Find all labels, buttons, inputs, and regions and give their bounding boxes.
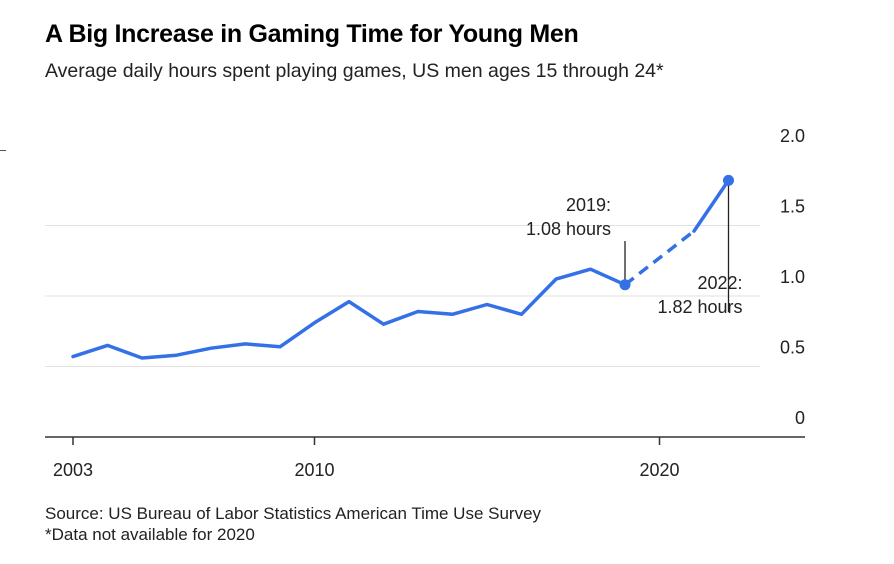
data-series: [71, 178, 731, 360]
data-point-marker: [723, 174, 734, 186]
edge-tick-mark: [0, 150, 6, 151]
series-line-dashed: [623, 229, 696, 287]
annotation-label-year: 2019:: [566, 195, 611, 215]
chart-subtitle: Average daily hours spent playing games,…: [45, 60, 664, 82]
chart-title: A Big Increase in Gaming Time for Young …: [45, 20, 579, 48]
annotation-label-value: 1.82 hours: [657, 297, 742, 317]
data-footnote: *Data not available for 2020: [45, 525, 255, 544]
grid-lines: [45, 225, 760, 367]
source-note: Source: US Bureau of Labor Statistics Am…: [45, 504, 542, 523]
y-tick-label: 1.5: [780, 197, 805, 217]
annotation-label-year: 2022:: [697, 273, 742, 293]
annotations: 2019: 1.08 hours 2022: 1.82 hours: [526, 174, 743, 317]
x-tick-label: 2010: [294, 460, 334, 480]
series-line: [692, 178, 731, 233]
series-line: [71, 267, 627, 360]
y-tick-label: 0: [795, 408, 805, 428]
x-axis: 2003 2010 2020: [45, 436, 805, 480]
y-axis: 0 0.5 1.0 1.5 2.0: [780, 126, 805, 428]
annotation-label-value: 1.08 hours: [526, 219, 611, 239]
data-point-marker: [619, 279, 631, 291]
y-tick-label: 1.0: [780, 267, 805, 287]
x-tick-label: 2003: [53, 460, 93, 480]
y-tick-label: 0.5: [780, 338, 805, 358]
x-tick-label: 2020: [639, 460, 679, 480]
chart-footer: Source: US Bureau of Labor Statistics Am…: [45, 503, 541, 545]
y-tick-label: 2.0: [780, 126, 805, 146]
